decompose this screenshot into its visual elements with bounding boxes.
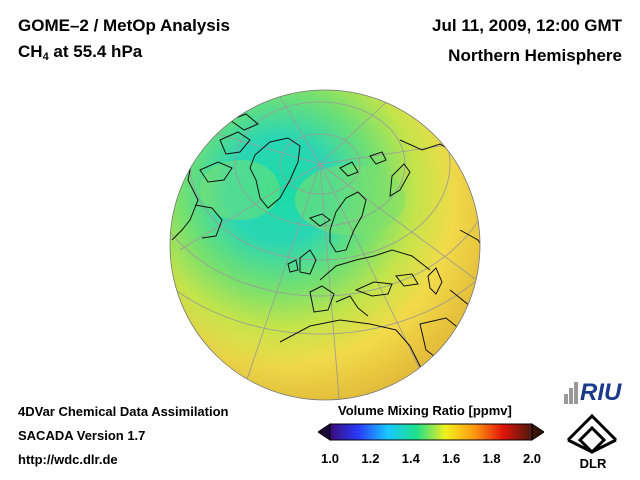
colorbar-tick-label: 1.4 xyxy=(401,451,420,466)
date-time: Jul 11, 2009, 12:00 GMT xyxy=(432,16,622,35)
region-label: Northern Hemisphere xyxy=(448,46,622,65)
riu-logo-text: RIU xyxy=(580,379,622,406)
website-link[interactable]: http://wdc.dlr.de xyxy=(18,452,118,467)
colorbar xyxy=(318,423,544,441)
colorbar-title: Volume Mixing Ratio [ppmv] xyxy=(338,403,512,418)
assimilation-label: 4DVar Chemical Data Assimilation xyxy=(18,404,229,419)
colorbar-gradient xyxy=(329,423,533,441)
species-subscript: 4 xyxy=(42,51,49,63)
colorbar-tick-label: 2.0 xyxy=(522,451,542,466)
version-label: SACADA Version 1.7 xyxy=(18,428,146,443)
pressure-level: at 55.4 hPa xyxy=(48,42,143,61)
globe-map xyxy=(169,89,481,401)
colorbar-tick-label: 1.2 xyxy=(361,451,380,466)
dlr-logo-text: DLR xyxy=(580,456,607,471)
colorbar-tick-label: 1.8 xyxy=(482,451,501,466)
colorbar-tick-label: 1.0 xyxy=(320,451,340,466)
colorbar-max-arrow xyxy=(531,423,544,441)
globe-shading xyxy=(170,90,480,400)
title-line-1: GOME–2 / MetOp Analysis xyxy=(18,16,230,35)
globe-outline xyxy=(169,89,481,401)
species-level-title: CH4 at 55.4 hPa xyxy=(18,42,143,63)
colorbar-tick-label: 1.6 xyxy=(442,451,461,466)
species-name: CH xyxy=(18,42,43,61)
dlr-logo: DLR xyxy=(566,413,618,471)
riu-logo: RIU xyxy=(564,379,622,406)
colorbar-min-arrow xyxy=(318,423,331,441)
